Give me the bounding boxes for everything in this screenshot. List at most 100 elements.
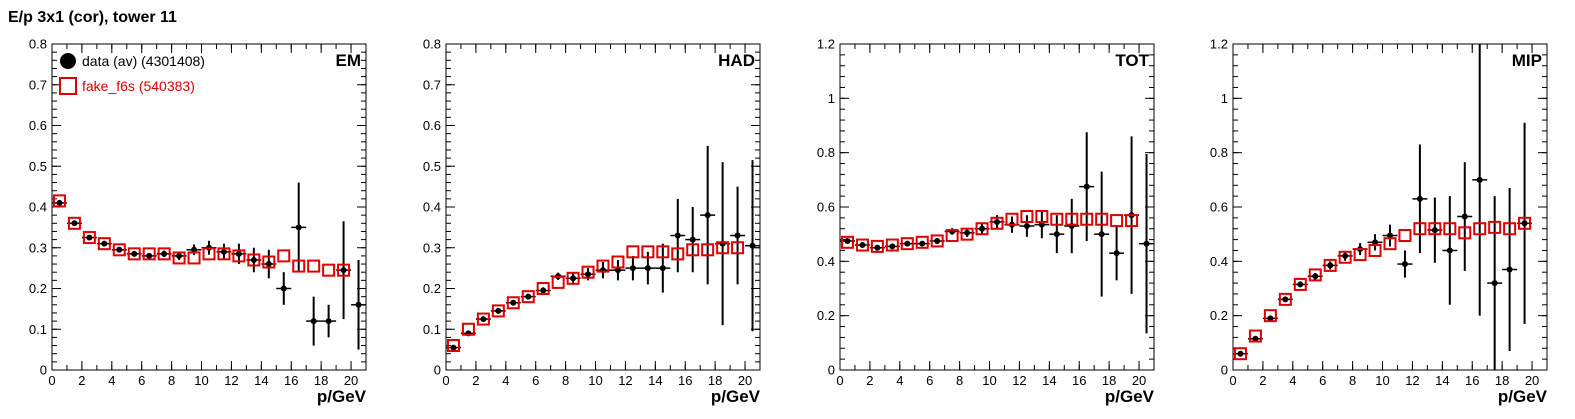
panel-2-xtick-label: 10 [588, 373, 602, 388]
panel-3-data-point [1083, 183, 1090, 190]
panel-2-xtick-label: 6 [532, 373, 539, 388]
panel-1-data-point [235, 250, 242, 257]
panel-1-xtick-label: 8 [168, 373, 175, 388]
panel-1-sim-point [277, 249, 291, 263]
panel-1-xtick-label: 6 [138, 373, 145, 388]
panel-1-sim-point [157, 247, 171, 261]
panel-1-sim-point [202, 247, 216, 261]
panel-2-data-point [704, 212, 711, 219]
panel-3-xtick-label: 6 [926, 373, 933, 388]
panel-3-xtick-label: 12 [1012, 373, 1026, 388]
panel-4-ytick-label: 0.2 [1210, 308, 1228, 323]
panel-2-sim-point [461, 322, 475, 336]
panel-2-title: HAD [718, 51, 755, 70]
panel-4-sim-point [1233, 347, 1247, 361]
panel-4-xtick-label: 12 [1405, 373, 1419, 388]
panel-1-sim-point [82, 231, 96, 245]
panel-3-xtick-label: 16 [1072, 373, 1086, 388]
panel-1-ytick-label: 0.7 [29, 77, 47, 92]
panel-2-ytick-label: 0.1 [423, 322, 441, 337]
panel-1-sim-point [247, 253, 261, 267]
legend-data-label: data (av) (4301408) [82, 53, 205, 69]
panel-1-data-point [355, 301, 362, 308]
panel-1-data-point [280, 285, 287, 292]
panel-4-data-point [1521, 220, 1528, 227]
panel-2-sim-point [506, 296, 520, 310]
panel-1-xtick-label: 18 [314, 373, 328, 388]
panel-4-sim-point [1278, 292, 1292, 306]
panel-4-ytick-label: 0.4 [1210, 254, 1228, 269]
panel-3-sim-point [870, 239, 884, 253]
panel-3-sim-point [885, 238, 899, 252]
panel-3-sim-point [930, 234, 944, 248]
panel-1-data-point [131, 250, 138, 257]
panel-4-xtick-label: 16 [1465, 373, 1479, 388]
panel-1-sim-point [217, 247, 231, 261]
panel-2-xtick-label: 12 [618, 373, 632, 388]
panel-1-data-point [116, 246, 123, 253]
panel-1-data-point [161, 250, 168, 257]
panel-2-xtick-label: 16 [678, 373, 692, 388]
panel-2-sim-point [566, 271, 580, 285]
panel-3-sim-point [855, 238, 869, 252]
panel-4-xtick-label: 0 [1229, 373, 1236, 388]
panel-3-data-point [889, 243, 896, 250]
panel-4-sim-point [1383, 237, 1397, 251]
panel-4-data-point [1461, 213, 1468, 220]
panel-4-sim-point [1263, 309, 1277, 323]
panel-4-ytick-label: 0.6 [1210, 200, 1228, 215]
panel-1-sim-point [262, 255, 276, 269]
panel-2-sim-point [671, 247, 685, 261]
panel-2-sim-point [491, 304, 505, 318]
panel-4-xtick-label: 2 [1259, 373, 1266, 388]
panel-4-sim-point [1443, 222, 1457, 236]
panel-1-data-point [220, 248, 227, 255]
panel-3-sim-point [1080, 212, 1094, 226]
panel-4-sim-point [1398, 229, 1412, 243]
panel-3-sim-point [1005, 212, 1019, 226]
panel-2-sim-point [731, 241, 745, 255]
panel-2-sim-point [611, 255, 625, 269]
panel-1-sim-point [172, 251, 186, 265]
panel-1-data-point [265, 261, 272, 268]
panel-3-ytick-label: 0.4 [817, 254, 835, 269]
panel-1-ytick-label: 0.8 [29, 37, 47, 52]
panel-1-xtick-label: 20 [344, 373, 358, 388]
panel-1-xtick-label: 16 [284, 373, 298, 388]
panel-1-sim-point [67, 216, 81, 230]
panel-2-data-point [629, 265, 636, 272]
legend-data-marker [60, 53, 76, 69]
panel-4-data-point [1446, 247, 1453, 254]
panel-2-xtick-label: 18 [708, 373, 722, 388]
panel-4-data-point [1282, 296, 1289, 303]
panel-2-data-point [540, 287, 547, 294]
panel-4-data-point [1327, 262, 1334, 269]
panel-2-xtick-label: 0 [442, 373, 449, 388]
panel-1-xtick-label: 10 [194, 373, 208, 388]
panel-3-sim-point [1110, 214, 1124, 228]
panel-4-sim-point [1473, 222, 1487, 236]
panel-3-title: TOT [1115, 51, 1149, 70]
panel-2-ytick-label: 0.6 [423, 118, 441, 133]
panel-2-sim-point [581, 265, 595, 279]
panel-3-data-point [964, 229, 971, 236]
panel-4-xtick-label: 4 [1289, 373, 1296, 388]
panel-4-sim-point [1488, 220, 1502, 234]
panel-4-data-point [1252, 335, 1259, 342]
panel-1-xtick-label: 4 [108, 373, 115, 388]
panel-1-sim-point [232, 249, 246, 263]
panel-2-data-point [734, 232, 741, 239]
panel-1-xtick-label: 14 [254, 373, 268, 388]
legend-sim-label: fake_f6s (540383) [82, 78, 195, 94]
panel-2-sim-point [476, 312, 490, 326]
panel-3-ytick-label: 1.2 [817, 37, 835, 52]
panel-1-sim-point [127, 247, 141, 261]
panel-1-sim-point [112, 243, 126, 257]
panel-3-sim-point [1125, 214, 1139, 228]
panel-3-data-point [979, 225, 986, 232]
panel-3-data-point [1038, 221, 1045, 228]
panel-1-ytick-label: 0.3 [29, 240, 47, 255]
panel-1-data-point [146, 252, 153, 259]
panel-1-data-point [325, 318, 332, 325]
